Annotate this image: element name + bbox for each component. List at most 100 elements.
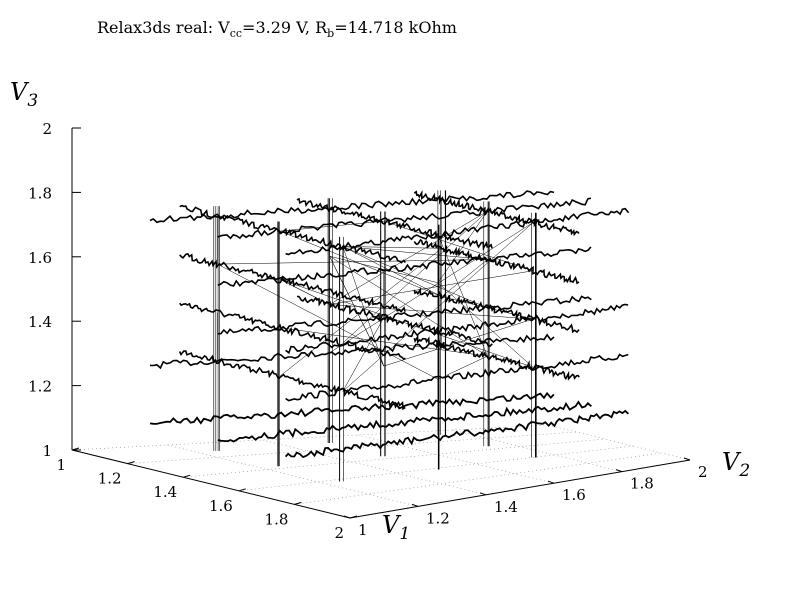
y-tick-label-3: 1.6 <box>562 486 586 504</box>
y-tick-mark-3 <box>547 480 555 484</box>
x-tick-label-2: 1.4 <box>153 483 177 501</box>
trajectory-segment-88 <box>342 317 384 392</box>
axes <box>71 127 691 519</box>
trajectory-segment-6 <box>413 286 580 334</box>
trajectory-segment-17 <box>285 207 630 256</box>
grid-line-y-5 <box>547 424 691 461</box>
x-axis-label: V1 <box>382 511 410 544</box>
trajectory-segment-7 <box>217 295 592 335</box>
trajectory-segment-3 <box>285 353 629 402</box>
trajectory-segment-78 <box>441 296 534 320</box>
z-axis-label: V3 <box>10 78 38 111</box>
trajectory-segment-11 <box>217 246 592 288</box>
x-tick-label-5: 2 <box>334 524 344 542</box>
x-tick-label-1: 1.2 <box>98 470 122 488</box>
y-tick-label-2: 1.4 <box>494 498 518 516</box>
tick-labels: 11.21.41.61.82 11.21.41.61.8211.21.41.61.… <box>28 120 707 542</box>
x-tick-mark-5 <box>349 515 358 519</box>
trajectory-segment-20 <box>284 409 630 459</box>
trajectory-segment-66 <box>329 255 488 357</box>
y-tick-label-5: 2 <box>698 463 708 481</box>
x-tick-label-3: 1.6 <box>209 497 233 515</box>
grid-line-x-2 <box>183 438 605 478</box>
y-axis-label-sub: 2 <box>738 461 750 481</box>
trajectory-segment-94 <box>279 248 442 377</box>
x-tick-mark-2 <box>183 474 191 478</box>
trajectory-segment-63 <box>280 327 488 357</box>
chart-title: Relax3ds real: Vcc=3.29 V, Rb=14.718 kOh… <box>97 18 457 40</box>
trajectory-segment-5 <box>297 295 493 347</box>
trajectory-segment-83 <box>437 234 488 357</box>
x-tick-mark-3 <box>238 488 246 492</box>
z-tick-label-3: 1.6 <box>28 249 52 267</box>
x-tick-mark-4 <box>294 501 302 505</box>
y-axis-label: V2 <box>722 448 750 481</box>
title-suffix: =14.718 kOhm <box>334 18 457 37</box>
trajectory-segment-87 <box>329 255 439 283</box>
trajectory-segment-16 <box>217 197 592 240</box>
trajectory-segment-4 <box>179 302 406 360</box>
y-tick-mark-1 <box>411 503 419 507</box>
trajectory-segment-18 <box>149 391 555 425</box>
trajectory-segment-89 <box>437 355 488 380</box>
y-axis-line <box>349 459 691 519</box>
trajectory-segment-80 <box>437 282 534 368</box>
trajectory-segment-91 <box>329 256 384 367</box>
grid-line-y-2 <box>262 439 487 496</box>
x-axis-line <box>71 449 351 519</box>
trajectory-segment-67 <box>342 246 488 260</box>
trajectory-series <box>149 189 630 482</box>
z-tick-label-2: 1.4 <box>28 313 52 331</box>
trajectory-segment-82 <box>329 304 534 320</box>
z-tick-label-1: 1.2 <box>28 378 52 396</box>
trajectory-segment-57 <box>441 259 488 297</box>
x-axis-label-main: V <box>382 511 402 539</box>
x-axis-label-sub: 1 <box>399 524 410 544</box>
trajectory-segment-8 <box>285 303 629 355</box>
y-axis-label-main: V <box>722 448 742 476</box>
title-sub-b: b <box>327 27 335 40</box>
title-prefix: Relax3ds real: V <box>97 18 230 37</box>
trajectory-segment-2 <box>149 333 555 370</box>
grid-line-y-4 <box>452 429 623 472</box>
x-tick-mark-1 <box>127 461 135 465</box>
x-tick-label-0: 1 <box>56 456 66 474</box>
trajectory-segment-75 <box>342 246 384 367</box>
trajectory-segment-96 <box>342 246 442 297</box>
grid-line-x-0 <box>71 424 549 451</box>
trajectory-segment-12 <box>179 204 406 264</box>
trajectory-segment-15 <box>149 190 555 224</box>
trajectory-segment-59 <box>279 279 534 368</box>
trajectory-segment-85 <box>437 211 488 283</box>
trajectory-segment-62 <box>383 220 534 271</box>
y-tick-label-0: 1 <box>358 521 368 539</box>
y-tick-mark-4 <box>615 469 623 473</box>
z-axis-label-main: V <box>10 78 30 106</box>
trajectory-segment-84 <box>279 279 330 305</box>
trajectory-segment-9 <box>179 252 406 313</box>
trajectory-segment-0 <box>178 350 406 411</box>
z-tick-label-4: 1.8 <box>28 184 52 202</box>
trajectory-segment-69 <box>342 222 534 392</box>
y-tick-label-1: 1.2 <box>426 509 450 527</box>
title-sub-cc: cc <box>229 27 243 40</box>
trajectory-segment-93 <box>279 230 442 297</box>
trajectory-segment-19 <box>217 400 592 443</box>
y-tick-label-4: 1.8 <box>630 475 654 493</box>
trajectory-segment-73 <box>217 263 439 380</box>
trajectory-segment-68 <box>329 270 534 305</box>
trajectory-segment-14 <box>413 189 580 237</box>
trajectory-segment-1 <box>413 334 580 381</box>
trajectory-segment-58 <box>383 318 534 367</box>
trajectory-segment-76 <box>342 246 442 249</box>
trajectory-segment-65 <box>329 210 488 305</box>
z-axis-label-sub: 3 <box>27 91 38 111</box>
title-mid: =3.29 V, R <box>242 18 328 37</box>
y-tick-mark-2 <box>479 492 487 496</box>
x-tick-label-4: 1.8 <box>265 510 289 528</box>
y-tick-mark-0 <box>343 515 351 519</box>
z-tick-label-5: 2 <box>42 120 52 138</box>
grid-line-x-4 <box>294 452 662 505</box>
z-tick-label-0: 1 <box>42 442 52 460</box>
